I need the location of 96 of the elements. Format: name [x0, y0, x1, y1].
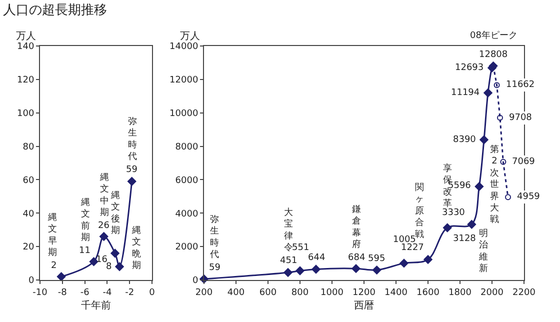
data-label: 644 [308, 253, 326, 263]
point [494, 82, 500, 88]
annotation: 明治維新 [478, 228, 488, 274]
x-tick-label: 1600 [416, 288, 440, 298]
y-tick-label: 6000 [175, 176, 198, 186]
data-label: 2 [51, 261, 57, 271]
data-label: 684 [348, 253, 366, 263]
data-label: 1227 [401, 243, 424, 253]
chart-title: 人口の超長期推移 [3, 2, 108, 18]
x-tick-label: 1800 [448, 288, 472, 298]
point [424, 255, 432, 264]
point [284, 268, 292, 277]
y-tick-label: 80 [22, 142, 34, 152]
y-tick-label: 0 [192, 276, 198, 286]
x-tick-label: 1000 [320, 288, 344, 298]
y-tick-label: 10000 [170, 109, 198, 120]
point [467, 220, 476, 229]
x-tick-label: -6 [80, 288, 90, 298]
data-label: 26 [98, 221, 110, 231]
annotation: 弥生時代 [127, 116, 137, 162]
point [484, 88, 492, 98]
y-axis-title: 万人 [16, 31, 36, 42]
x-axis-title: 西暦 [354, 300, 374, 312]
point [505, 194, 511, 200]
point [352, 264, 360, 273]
data-label: 4959 [517, 192, 540, 202]
y-tick-label: 100 [17, 109, 34, 120]
annotation: 第2次世界大戦 [490, 144, 499, 226]
x-tick-label: 2000 [480, 288, 504, 298]
point [110, 248, 120, 258]
point [500, 158, 506, 165]
x-tick-label: 0 [149, 288, 156, 298]
annotation: 縄文後期 [110, 191, 120, 236]
point [127, 176, 136, 186]
x-tick-label: 600 [259, 288, 277, 298]
annotation: 関ヶ原合戦 [415, 182, 424, 240]
annotation: 縄文晩期 [131, 226, 141, 272]
point [480, 135, 488, 144]
annotation: 08年ピーク [470, 30, 518, 41]
point [312, 264, 320, 274]
y-tick-label: 2000 [175, 242, 198, 253]
y-tick-label: 12000 [170, 76, 198, 86]
data-label: 451 [280, 256, 298, 266]
x-tick-label: -10 [32, 288, 48, 298]
point [400, 258, 408, 268]
x-tick-label: 800 [291, 288, 309, 298]
annotation: 縄文前期 [80, 198, 90, 244]
annotation: 大宝律令 [284, 207, 293, 254]
data-label: 8 [106, 262, 112, 272]
point [99, 232, 108, 241]
data-label: 12808 [479, 50, 508, 60]
data-label: 12693 [455, 63, 484, 73]
y-tick-label: 4000 [175, 209, 198, 220]
annotation: 縄文中期 [99, 173, 109, 218]
y-tick-label: 8000 [175, 142, 198, 152]
x-tick-label: 400 [227, 288, 245, 298]
data-label: 8390 [453, 135, 476, 145]
annotation: 弥生時代 [209, 214, 219, 260]
y-tick-label: 14000 [170, 42, 198, 52]
x-axis-title: 千年前 [81, 299, 111, 312]
data-label: 7069 [512, 157, 536, 167]
y-tick-label: 60 [22, 176, 34, 186]
data-label: 11 [79, 246, 90, 256]
data-label: 3330 [442, 208, 466, 218]
point [497, 114, 503, 121]
y-tick-label: 20 [22, 242, 34, 253]
point [89, 257, 98, 266]
point [372, 266, 382, 274]
data-label: 16 [96, 255, 108, 265]
point [442, 223, 452, 232]
x-tick-label: 200 [195, 288, 213, 298]
data-label: 3128 [453, 234, 476, 244]
data-label: 595 [368, 254, 386, 264]
point [115, 262, 124, 272]
y-tick-label: 140 [17, 42, 34, 52]
point [474, 182, 484, 191]
y-tick-label: 40 [22, 209, 34, 220]
y-tick-label: 0 [28, 276, 34, 286]
x-tick-label: 1400 [384, 288, 408, 298]
point [296, 266, 304, 276]
data-label: 59 [209, 263, 221, 273]
y-tick-label: 120 [17, 76, 34, 86]
y-axis-title: 万人 [180, 31, 200, 42]
annotation: 鎌倉幕府 [352, 204, 361, 250]
point [56, 272, 66, 282]
data-label: 59 [126, 165, 138, 175]
data-label: 551 [292, 243, 310, 253]
x-tick-label: 1200 [352, 288, 376, 298]
annotation: 縄文早期 [47, 213, 57, 258]
x-tick-label: -8 [58, 288, 68, 298]
data-label: 11662 [506, 80, 535, 90]
x-tick-label: 2200 [512, 288, 536, 298]
data-label: 9708 [509, 113, 532, 123]
x-tick-label: -2 [125, 288, 134, 298]
data-label: 11194 [451, 88, 480, 98]
x-tick-label: -4 [102, 288, 112, 298]
